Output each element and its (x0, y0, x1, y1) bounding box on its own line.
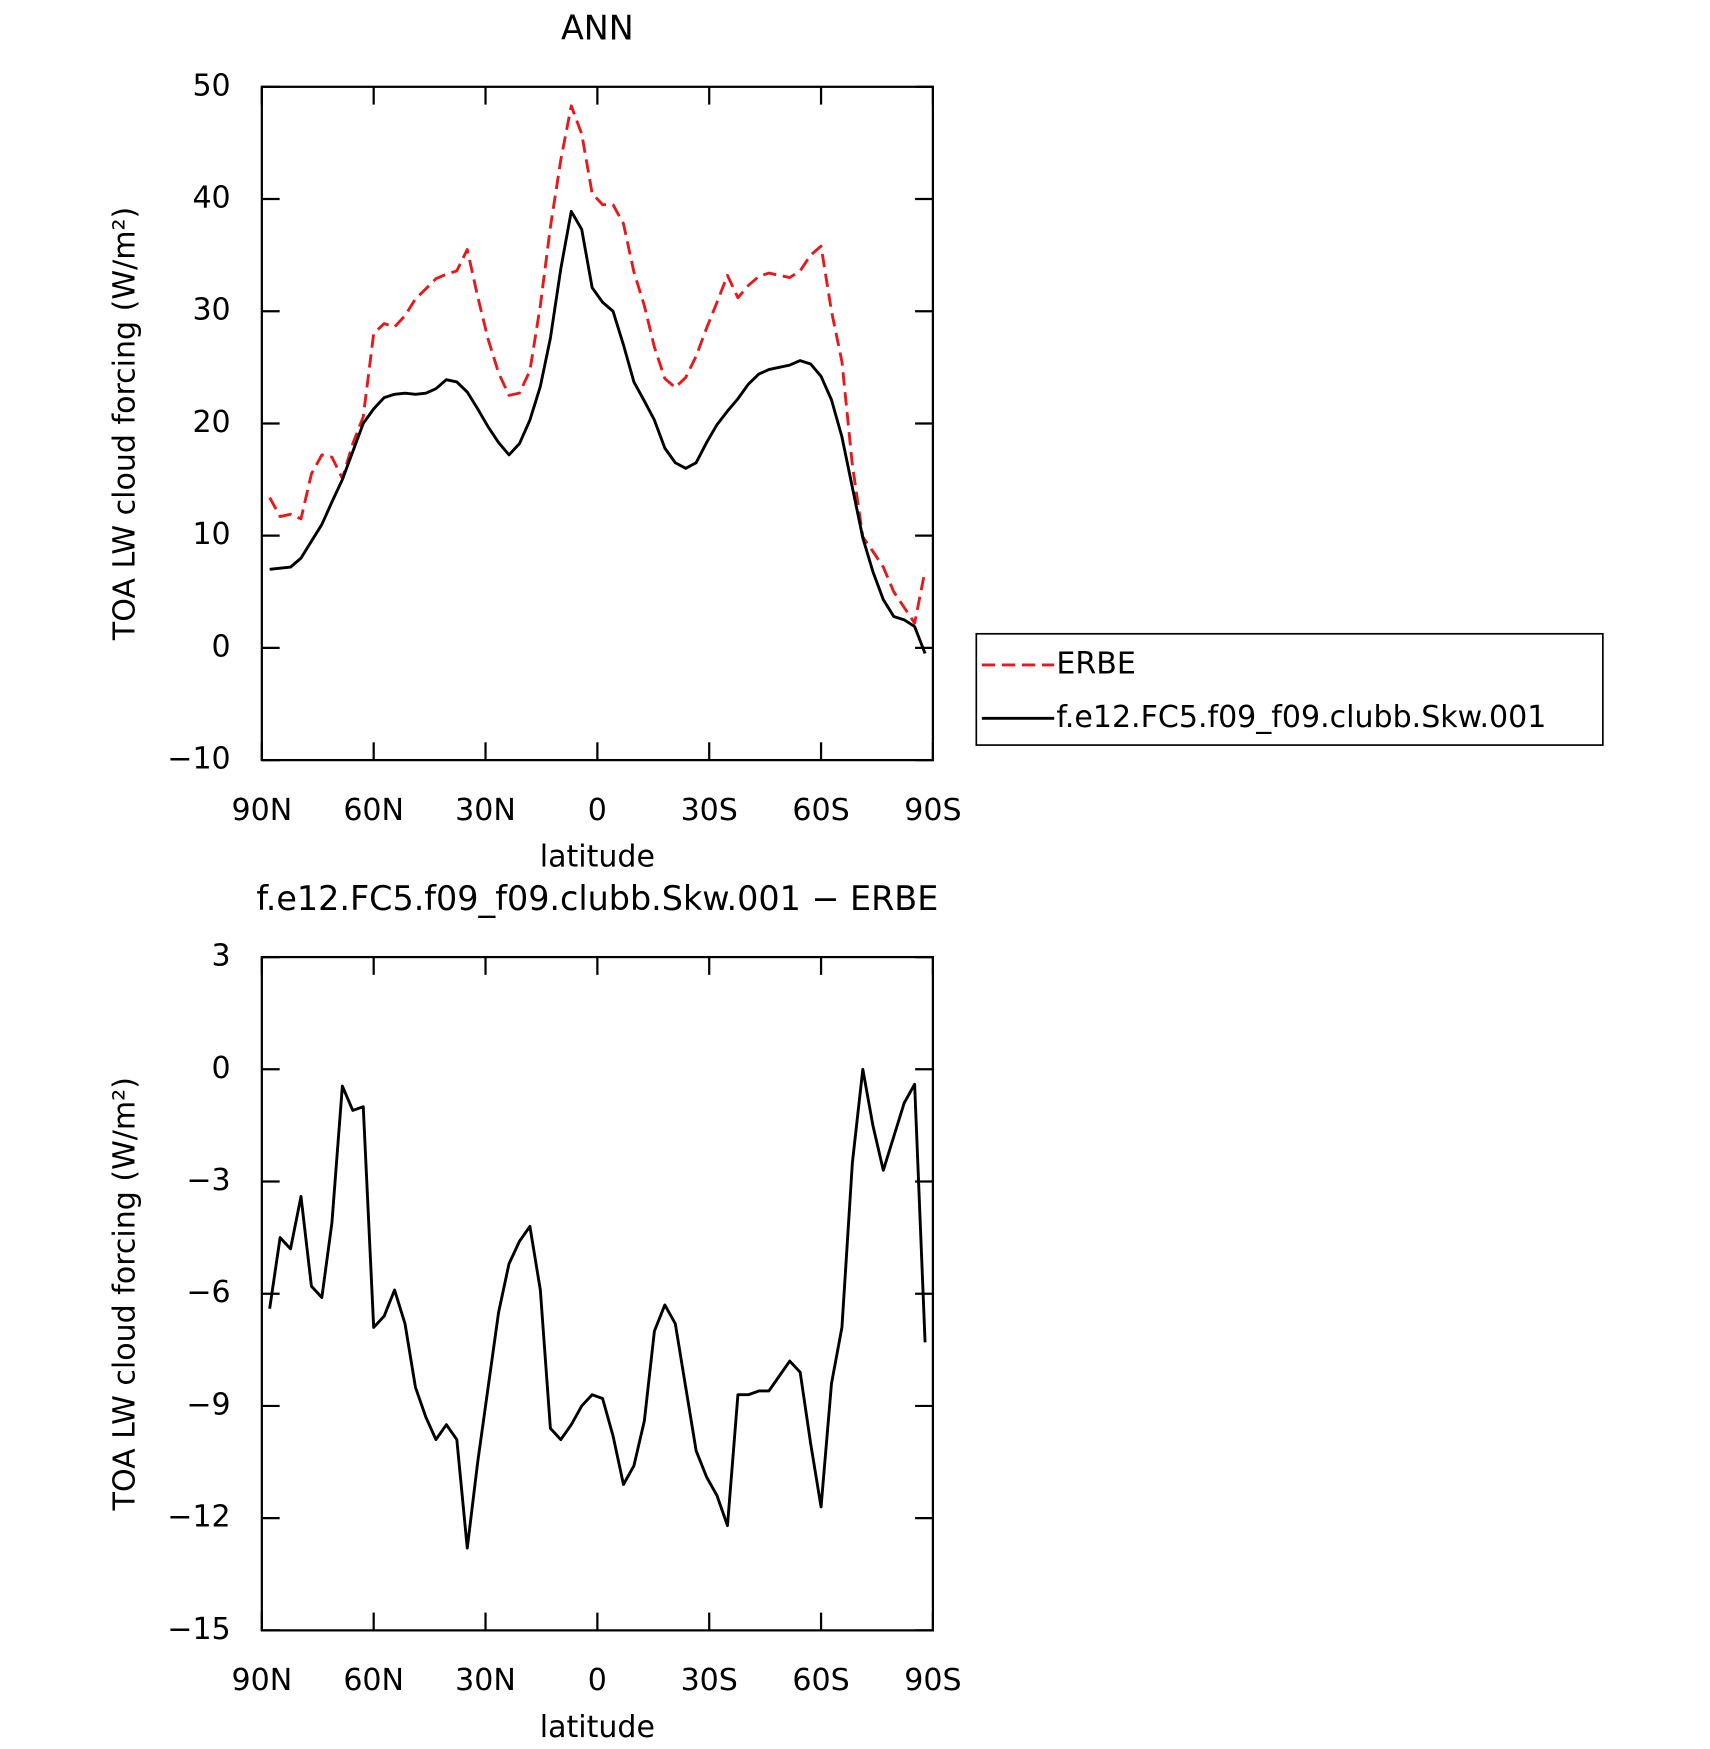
x-tick-label: 90N (231, 793, 292, 828)
y-tick-label: 30 (192, 293, 230, 328)
series-line (268, 1067, 927, 1550)
x-tick-label: 30N (455, 1663, 516, 1698)
y-tick-label: 20 (192, 405, 230, 440)
y-tick-label: −3 (186, 1163, 230, 1198)
y-axis-label: TOA LW cloud forcing (W/m²) (108, 207, 143, 641)
y-tick-label: −6 (186, 1275, 230, 1310)
y-tick-label: 3 (212, 939, 231, 974)
y-axis-label: TOA LW cloud forcing (W/m²) (108, 1077, 143, 1511)
x-tick-label: 30S (681, 793, 738, 828)
series-line (269, 209, 927, 655)
x-tick-label: 60N (343, 793, 404, 828)
plot: f.e12.FC5.f09_f09.clubb.Skw.001 − ERBE −1… (108, 879, 962, 1745)
y-tick-label: 0 (212, 1051, 231, 1086)
x-tick-label: 60N (343, 1663, 404, 1698)
legend: ERBE f.e12.FC5.f09_f09.clubb.Skw.001 (975, 632, 1604, 746)
x-axis-label: latitude (540, 1710, 655, 1745)
series-line (268, 104, 927, 625)
plot-frame (260, 955, 935, 1632)
y-tick-label: 10 (192, 517, 230, 552)
x-tick-label: 90S (904, 1663, 961, 1698)
chart-title: ANN (561, 9, 634, 48)
x-tick-label: 30S (681, 1663, 738, 1698)
x-axis-label: latitude (540, 840, 655, 875)
x-tick-label: 0 (588, 793, 607, 828)
x-tick-label: 60S (792, 793, 849, 828)
y-tick-label: 50 (192, 68, 230, 103)
y-tick-label: −9 (186, 1387, 230, 1422)
legend-label: f.e12.FC5.f09_f09.clubb.Skw.001 (1056, 700, 1546, 735)
y-tick-label: −15 (167, 1612, 230, 1647)
y-tick-label: −12 (167, 1500, 230, 1535)
x-tick-label: 90S (904, 793, 961, 828)
plot: ANN −10 0 10 20 30 40 50 90N 60N 30N 0 30S 60S 90S lati… (108, 9, 1604, 875)
chart-title: f.e12.FC5.f09_f09.clubb.Skw.001 − ERBE (256, 879, 938, 918)
y-tick-label: −10 (167, 742, 230, 777)
y-tick-label: 0 (212, 629, 231, 664)
x-tick-label: 90N (231, 1663, 292, 1698)
y-tick-label: 40 (192, 181, 230, 216)
legend-box (975, 632, 1604, 746)
x-tick-label: 60S (792, 1663, 849, 1698)
legend-label: ERBE (1056, 646, 1135, 681)
x-tick-label: 0 (588, 1663, 607, 1698)
x-tick-label: 30N (455, 793, 516, 828)
